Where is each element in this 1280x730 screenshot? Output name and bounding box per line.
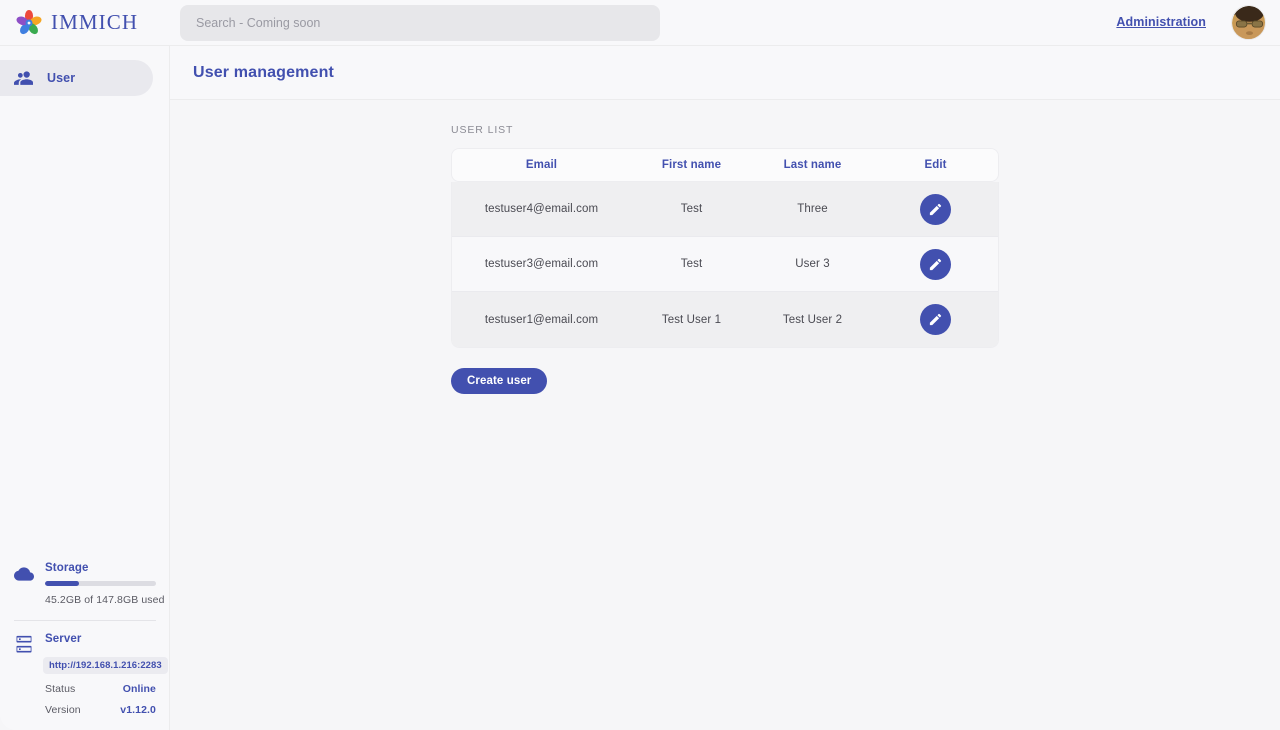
cell-edit (873, 248, 998, 280)
server-status-key: Status (45, 683, 76, 695)
table-body: testuser4@email.com Test Three testuser3@em… (451, 182, 999, 348)
storage-status: Storage 45.2GB of 147.8GB used (14, 562, 165, 606)
column-header-last-name: Last name (783, 159, 842, 171)
server-rack-icon (14, 635, 34, 655)
create-user-button[interactable]: Create user (451, 368, 548, 394)
create-user-button-wrapper: Create user (451, 368, 999, 394)
cell-edit (873, 193, 998, 225)
server-url-badge[interactable]: http://192.168.1.216:2283 (43, 657, 168, 674)
storage-title: Storage (45, 562, 89, 574)
server-status-row: Status Online (45, 683, 156, 695)
table-header-row: Email First name Last name Edit (451, 148, 999, 182)
user-list-table: Email First name Last name Edit testuser… (451, 148, 999, 348)
edit-user-button[interactable] (920, 248, 951, 280)
avatar[interactable] (1231, 5, 1266, 40)
pencil-icon (928, 312, 943, 327)
cell-last-name: Test User 2 (782, 313, 843, 326)
pencil-icon (928, 257, 943, 272)
server-status-value: Online (122, 683, 156, 695)
column-header-edit: Edit (924, 159, 947, 171)
main-content: User management User list Email First na… (170, 46, 1280, 730)
cell-email: testuser1@email.com (484, 313, 599, 326)
page-title: User management (193, 63, 334, 81)
server-version-value: v1.12.0 (120, 704, 156, 716)
cell-email: testuser4@email.com (484, 203, 599, 215)
sidebar: User Storage 45.2GB of 147.8GB used (0, 46, 170, 730)
account-multiple-icon (14, 69, 33, 88)
sidebar-item-user[interactable]: User (0, 60, 153, 96)
immich-flower-logo-icon (16, 9, 42, 36)
pencil-icon (928, 202, 943, 217)
cell-first-name: Test (680, 203, 703, 215)
table-row[interactable]: testuser4@email.com Test Three (452, 182, 998, 237)
server-title: Server (45, 633, 82, 645)
brand-name-text: IMMICH (51, 10, 139, 34)
table-row[interactable]: testuser3@email.com Test User 3 (452, 237, 998, 292)
sidebar-divider (14, 620, 156, 621)
storage-progress-bar (45, 581, 156, 586)
search-input[interactable] (180, 5, 660, 41)
edit-user-button[interactable] (920, 193, 951, 225)
table-row[interactable]: testuser1@email.com Test User 1 Test User … (452, 292, 998, 347)
sidebar-item-user-label: User (47, 71, 76, 85)
cell-first-name: Test User 1 (661, 313, 722, 326)
server-status: Server http://192.168.1.216:2283 Status … (14, 633, 168, 716)
server-version-key: Version (45, 704, 81, 716)
column-header-email: Email (525, 159, 558, 171)
cell-email: testuser3@email.com (484, 258, 599, 270)
cloud-icon (14, 564, 34, 584)
content-area: User list Email First name Last name Edi… (170, 100, 1280, 394)
cell-last-name: User 3 (795, 258, 830, 270)
user-list-section-label: User list (451, 124, 514, 136)
storage-usage-caption: 45.2GB of 147.8GB used (45, 594, 165, 606)
column-header-first-name: First name (661, 159, 722, 171)
edit-user-button[interactable] (920, 304, 951, 335)
sidebar-status-block: Storage 45.2GB of 147.8GB used Server ht… (0, 562, 170, 716)
server-version-row: Version v1.12.0 (45, 704, 156, 716)
page-header: User management (170, 46, 1280, 100)
top-navigation-bar: IMMICH Administration (0, 0, 1280, 46)
brand-home-link[interactable]: IMMICH (16, 9, 166, 36)
administration-link[interactable]: Administration (1116, 15, 1206, 29)
cell-edit (873, 304, 998, 335)
cell-first-name: Test (680, 258, 703, 270)
storage-progress-fill (45, 581, 80, 586)
cell-last-name: Three (797, 203, 828, 215)
